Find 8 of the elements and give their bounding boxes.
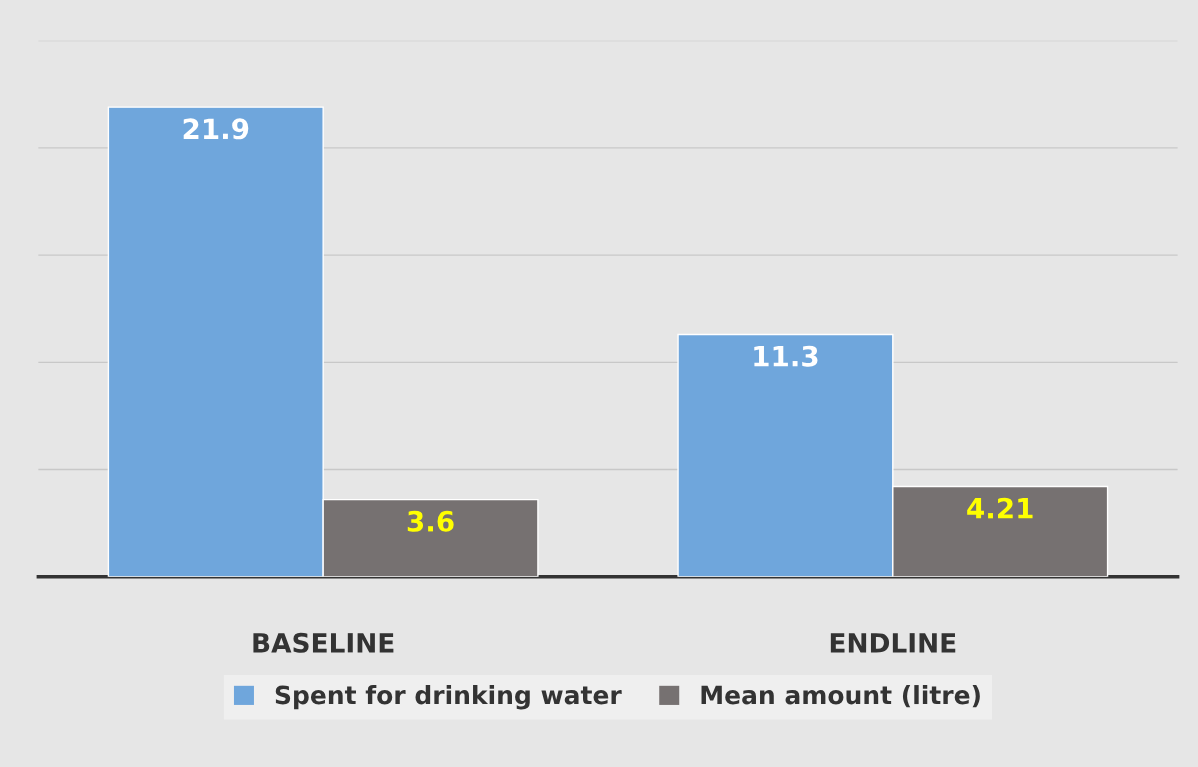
- data-label: 21.9: [183, 118, 249, 140]
- x-tick-label: ENDLINE: [830, 633, 956, 653]
- x-tick-label: BASELINE: [253, 632, 394, 653]
- data-label: 11.3: [754, 345, 818, 367]
- data-label: 4.21: [967, 497, 1033, 519]
- data-label: 3.6: [407, 510, 454, 532]
- legend-label: Spent for drinking water: [275, 685, 622, 710]
- legend-label: Mean amount (litre): [701, 685, 980, 708]
